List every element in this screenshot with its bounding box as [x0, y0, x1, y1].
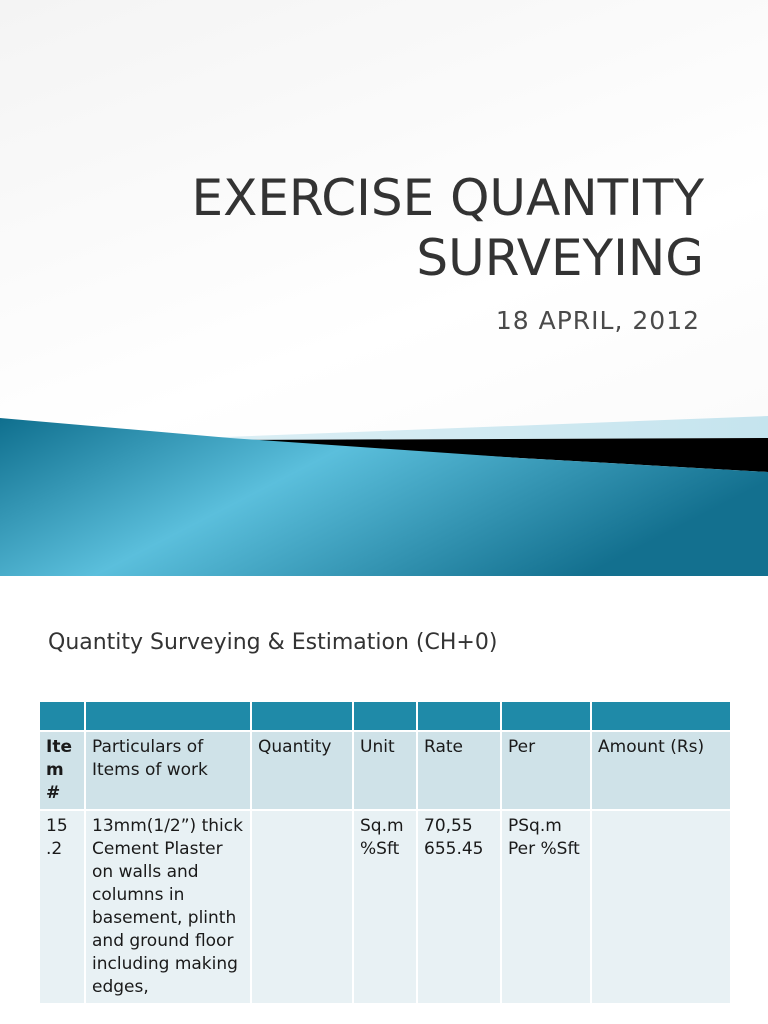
- slide-subtitle: 18 APRIL, 2012: [495, 306, 700, 335]
- header-cell: [590, 700, 732, 732]
- table-slide-title: Quantity Surveying & Estimation (CH+0): [48, 630, 498, 655]
- column-label-quantity: Quantity: [250, 730, 354, 811]
- banner-light-strip: [200, 416, 768, 440]
- banner-blue-shape: [0, 418, 768, 576]
- header-cell: [500, 700, 592, 732]
- title-slide: EXERCISE QUANTITY SURVEYING 18 APRIL, 20…: [0, 0, 768, 576]
- column-label-rate: Rate: [416, 730, 502, 811]
- header-cell: [250, 700, 354, 732]
- cell-rate: 70,55 655.45: [416, 809, 502, 1005]
- table-header-bar: [38, 700, 732, 732]
- column-label-item: Ite m #: [38, 730, 86, 811]
- banner-black-strip: [230, 438, 768, 472]
- cell-amount: [590, 809, 732, 1005]
- slide-title: EXERCISE QUANTITY SURVEYING: [64, 168, 705, 288]
- slide-title-line-1: EXERCISE QUANTITY: [191, 169, 705, 227]
- header-cell: [38, 700, 86, 732]
- slide-title-line-2: SURVEYING: [416, 229, 704, 287]
- column-label-per: Per: [500, 730, 592, 811]
- table-slide: Quantity Surveying & Estimation (CH+0): [0, 576, 768, 1024]
- header-cell: [352, 700, 418, 732]
- header-cell: [84, 700, 252, 732]
- quantity-table: Ite m # Particulars of Items of work Qua…: [38, 700, 732, 1005]
- table-row: 15 .2 13mm(1/2”) thick Cement Plaster on…: [38, 809, 732, 1005]
- header-cell: [416, 700, 502, 732]
- cell-unit: Sq.m %Sft: [352, 809, 418, 1005]
- column-label-row: Ite m # Particulars of Items of work Qua…: [38, 730, 732, 811]
- cell-quantity: [250, 809, 354, 1005]
- cell-item: 15 .2: [38, 809, 86, 1005]
- cell-particulars: 13mm(1/2”) thick Cement Plaster on walls…: [84, 809, 252, 1005]
- decorative-banner: [0, 416, 768, 576]
- column-label-amount: Amount (Rs): [590, 730, 732, 811]
- column-label-unit: Unit: [352, 730, 418, 811]
- column-label-particulars: Particulars of Items of work: [84, 730, 252, 811]
- cell-per: PSq.m Per %Sft: [500, 809, 592, 1005]
